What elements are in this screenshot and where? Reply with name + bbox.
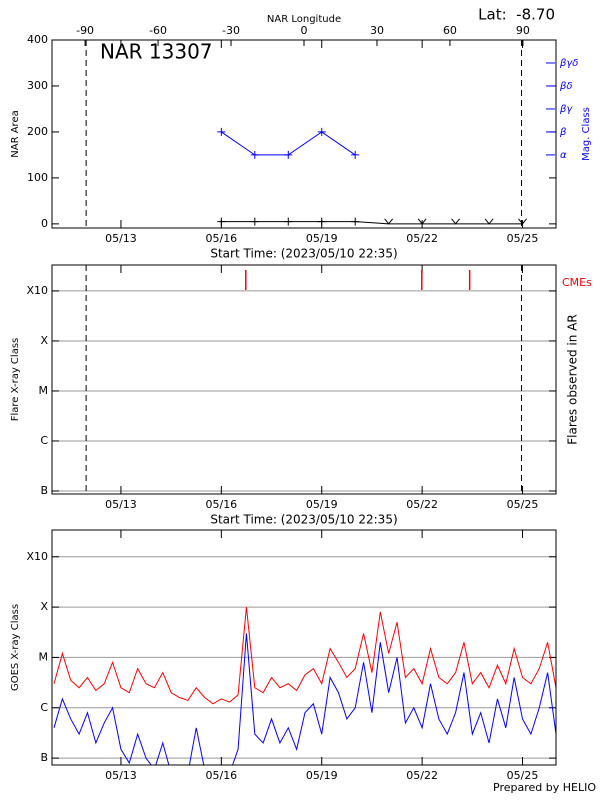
y2-tick-label: α <box>560 150 567 161</box>
y2-tick-label: βδ <box>559 81 573 92</box>
y2-axis-title: Flares observed in AR <box>566 314 580 444</box>
chart-title: NAR 13307 <box>100 40 213 64</box>
y-tick-label: X10 <box>26 550 48 563</box>
y-tick-label: 200 <box>27 125 48 138</box>
x-tick-label: 05/13 <box>105 232 137 245</box>
y2-tick-label: βγδ <box>559 58 578 69</box>
y-tick-label: 0 <box>41 217 48 230</box>
x2-tick-label: 0 <box>301 24 308 37</box>
x-tick-label: 05/13 <box>105 498 137 511</box>
x-tick-label: 05/19 <box>306 498 338 511</box>
x-tick-label: 05/19 <box>306 232 338 245</box>
y-tick-label: B <box>40 751 48 764</box>
y-tick-label: M <box>39 384 49 397</box>
y-tick-label: 100 <box>27 171 48 184</box>
y-axis-title: NAR Area <box>10 110 21 157</box>
y-tick-label: C <box>40 701 48 714</box>
x-tick-label: 05/13 <box>105 769 137 782</box>
x-tick-label: 05/16 <box>205 769 237 782</box>
y-tick-label: X <box>40 334 48 347</box>
y-tick-label: M <box>39 650 49 663</box>
x-tick-label: 05/16 <box>205 232 237 245</box>
x-tick-label: 05/25 <box>507 232 539 245</box>
y-tick-label: C <box>40 434 48 447</box>
y2-tick-label: β <box>559 127 567 138</box>
x-axis-title: Start Time: (2023/05/10 22:35) <box>210 247 397 261</box>
marker <box>451 218 460 225</box>
y-axis-title: Flare X-ray Class <box>10 338 21 422</box>
plot-frame <box>51 529 557 766</box>
series-line <box>53 607 556 705</box>
y-axis-title: GOES X-ray Class <box>10 604 21 691</box>
x-tick-label: 05/16 <box>205 498 237 511</box>
x-tick-label: 05/22 <box>406 769 438 782</box>
footnote: Prepared by HELIO <box>493 781 596 794</box>
plot-frame <box>51 264 557 495</box>
y-tick-label: X10 <box>26 284 48 297</box>
x2-tick-label: -60 <box>149 24 167 37</box>
y2-axis-title: Mag. Class <box>581 107 592 161</box>
marker <box>317 217 326 226</box>
marker <box>417 218 427 225</box>
marker <box>351 217 360 226</box>
x-tick-label: 05/22 <box>406 498 438 511</box>
legend-label: CMEs <box>562 276 592 289</box>
marker <box>317 127 326 136</box>
x2-axis-title: NAR Longitude <box>267 14 341 25</box>
plot-frame <box>51 39 557 229</box>
x2-tick-label: -30 <box>222 24 240 37</box>
x2-tick-label: 60 <box>443 24 457 37</box>
marker <box>250 150 259 159</box>
marker <box>284 150 293 159</box>
y-tick-label: B <box>40 484 48 497</box>
series-line <box>221 221 523 225</box>
x-tick-label: 05/19 <box>306 769 338 782</box>
y-tick-label: 300 <box>27 79 48 92</box>
marker <box>351 150 360 159</box>
marker <box>217 127 226 136</box>
x-tick-label: 05/25 <box>507 498 539 511</box>
marker <box>518 218 527 225</box>
x-axis-title: Start Time: (2023/05/10 22:35) <box>210 513 397 527</box>
x-tick-label: 05/22 <box>406 232 438 245</box>
x2-tick-label: 30 <box>370 24 384 37</box>
marker <box>217 217 226 226</box>
marker <box>250 217 259 226</box>
y-tick-label: X <box>40 600 48 613</box>
x2-tick-label: 90 <box>516 24 530 37</box>
marker <box>484 218 494 225</box>
series-line <box>53 633 556 765</box>
marker <box>384 218 394 225</box>
annotation: Lat: -8.70 <box>478 6 555 24</box>
marker <box>284 217 293 226</box>
y-tick-label: 400 <box>27 33 48 46</box>
x2-tick-label: -90 <box>76 24 94 37</box>
x-tick-label: 05/25 <box>507 769 539 782</box>
y2-tick-label: βγ <box>559 104 573 115</box>
